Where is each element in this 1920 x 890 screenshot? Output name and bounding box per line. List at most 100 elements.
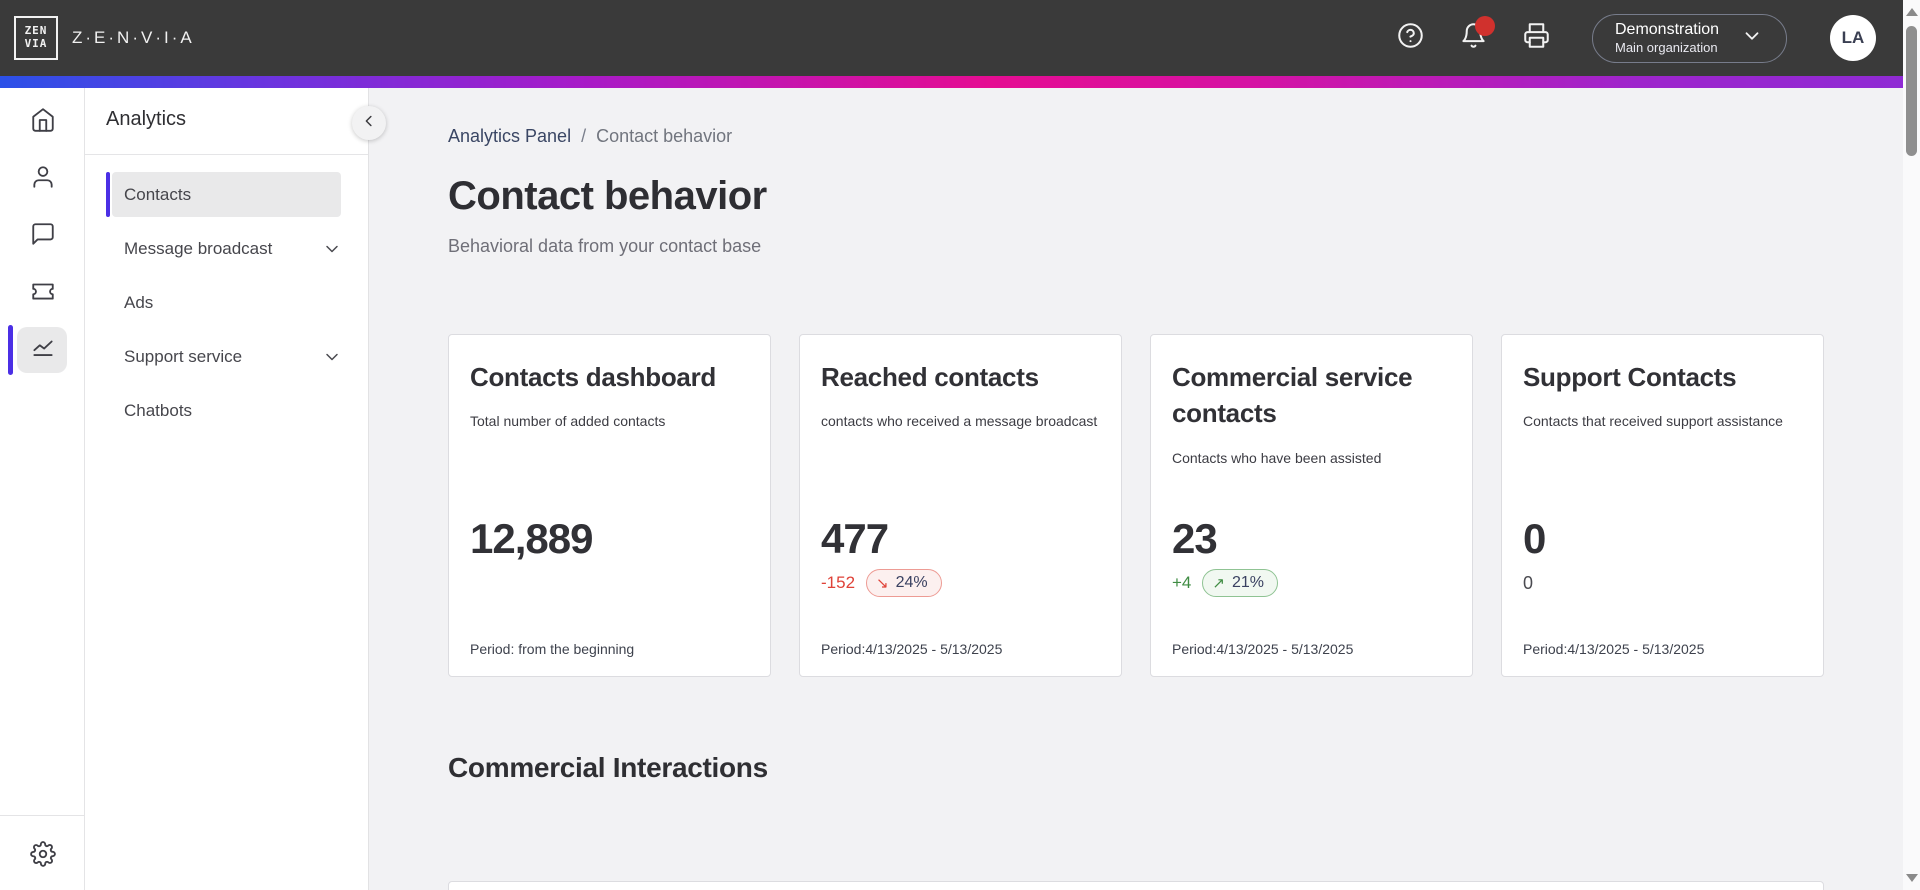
secondary-value: 0 [1523,572,1534,593]
active-rail-indicator [8,325,13,375]
organization-subtitle: Main organization [1615,39,1718,55]
active-item-highlight [112,172,341,217]
breadcrumb-current: Contact behavior [596,126,733,146]
card-reached-contacts: Reached contacts contacts who received a… [799,334,1122,677]
rail-item-tickets[interactable] [0,265,85,322]
trend-percent: 24% [895,574,928,591]
vertical-scrollbar [1903,0,1920,890]
sidebar-item-chatbots[interactable]: Chatbots [85,388,368,433]
notification-unread-badge [1475,15,1495,36]
card-description: Contacts that received support assistanc… [1523,413,1783,430]
card-period: Period:4/13/2025 - 5/13/2025 [821,641,1003,657]
rail-footer-divider [0,815,85,816]
sidebar-divider [85,154,368,155]
card-period: Period: from the beginning [470,641,635,657]
card-support-contacts: Support Contacts Contacts that received … [1501,334,1824,677]
card-value: 23 [1172,515,1218,562]
card-title: Contacts dashboard [470,362,716,392]
help-button[interactable] [1397,22,1424,54]
scrollbar-down-arrow[interactable] [1903,870,1920,886]
section-heading-commercial-interactions: Commercial Interactions [448,752,768,783]
triangle-down-icon [1905,874,1918,882]
rail-item-home[interactable] [0,94,85,151]
settings-gear-icon [29,841,56,872]
card-value: 12,889 [470,515,593,562]
trend-badge: ↘ 24% [866,569,942,597]
trend-up-icon: ↗ [1212,575,1225,592]
organization-info: Demonstration Main organization [1615,20,1719,56]
delta-value: -152 [821,573,856,592]
rail-stack [0,94,85,379]
breadcrumb-analytics-panel[interactable]: Analytics Panel [448,126,572,146]
notifications-bell-icon [1460,22,1487,54]
breadcrumb: Analytics Panel / Contact behavior [448,126,732,147]
help-icon [1397,22,1424,54]
rail-item-analytics[interactable] [0,322,85,379]
zenvia-logo-bottom-text: VIA [24,37,48,50]
card-trend-row: +4 ↗ 21% [1172,568,1278,598]
user-avatar[interactable]: LA [1830,15,1876,61]
scrollbar-up-arrow[interactable] [1903,4,1920,20]
sidebar-item-contacts[interactable]: Contacts [85,172,368,217]
triangle-up-icon [1905,8,1918,16]
sidebar-item-label: Chatbots [124,400,193,420]
trend-percent: 21% [1231,574,1264,591]
card-description: Total number of added contacts [470,413,666,430]
sidebar-nav: Contacts Message broadcast Ads Support s… [85,172,368,442]
rail-item-settings[interactable] [0,828,85,885]
card-title: Support Contacts [1523,362,1737,392]
notifications-button[interactable] [1460,15,1495,54]
card-value: 477 [821,515,889,562]
card-period: Period:4/13/2025 - 5/13/2025 [1523,641,1705,657]
sidebar-item-label: Ads [124,292,154,312]
sidebar-item-message-broadcast[interactable]: Message broadcast [85,226,368,271]
contacts-icon [30,164,56,195]
sidebar-collapse-button[interactable] [352,106,386,140]
active-item-indicator [106,172,110,217]
sidebar-title: Analytics [106,108,187,130]
page-title: Contact behavior [448,174,767,218]
card-trend-row: -152 ↘ 24% [821,568,942,598]
breadcrumb-separator: / [581,126,587,146]
conversations-icon [30,221,56,252]
home-icon [30,107,56,138]
zenvia-logo-top-text: ZEN [24,24,48,38]
sidebar-item-support-service[interactable]: Support service [85,334,368,379]
card-value: 0 [1523,515,1546,562]
trend-badge: ↗ 21% [1202,569,1278,597]
card-title: Commercial service contacts [1172,362,1413,429]
brand-wordmark: Z·E·N·V·I·A [72,28,195,47]
card-title: Reached contacts [821,362,1039,392]
page-subtitle: Behavioral data from your contact base [448,236,762,256]
rail-item-contacts[interactable] [0,151,85,208]
card-description: Contacts who have been assisted [1172,449,1382,466]
sidebar-item-ads[interactable]: Ads [85,280,368,325]
rail-item-conversations[interactable] [0,208,85,265]
organization-switcher[interactable]: Demonstration Main organization [1592,13,1787,63]
commercial-interactions-card [448,881,1824,890]
chevron-down-icon [322,239,342,264]
avatar-initials: LA [1841,28,1865,47]
card-description: contacts who received a message broadcas… [821,413,1098,430]
print-button[interactable] [1523,22,1550,54]
analytics-icon [30,335,56,366]
stat-cards-row: Contacts dashboard Total number of added… [448,334,1824,677]
chevron-down-icon [1719,25,1763,52]
sidebar-item-label: Support service [124,346,243,366]
icon-rail [0,88,85,890]
card-commercial-service-contacts: Commercial service contacts Contacts who… [1150,334,1473,677]
chevron-down-icon [322,347,342,372]
card-secondary-row: 0 [1523,568,1533,598]
sidebar-item-label: Contacts [124,184,192,204]
zenvia-logo[interactable]: ZEN VIA [14,16,58,60]
active-rail-highlight [17,327,67,373]
delta-value: +4 [1172,573,1192,592]
tickets-icon [30,278,56,309]
print-icon [1523,22,1550,54]
chevron-left-icon [360,112,378,135]
top-bar: ZEN VIA Z·E·N·V·I·A [0,0,1903,76]
organization-name: Demonstration [1615,20,1720,38]
main-content: Analytics Panel / Contact behavior Conta… [369,88,1903,890]
scrollbar-thumb[interactable] [1906,26,1917,156]
